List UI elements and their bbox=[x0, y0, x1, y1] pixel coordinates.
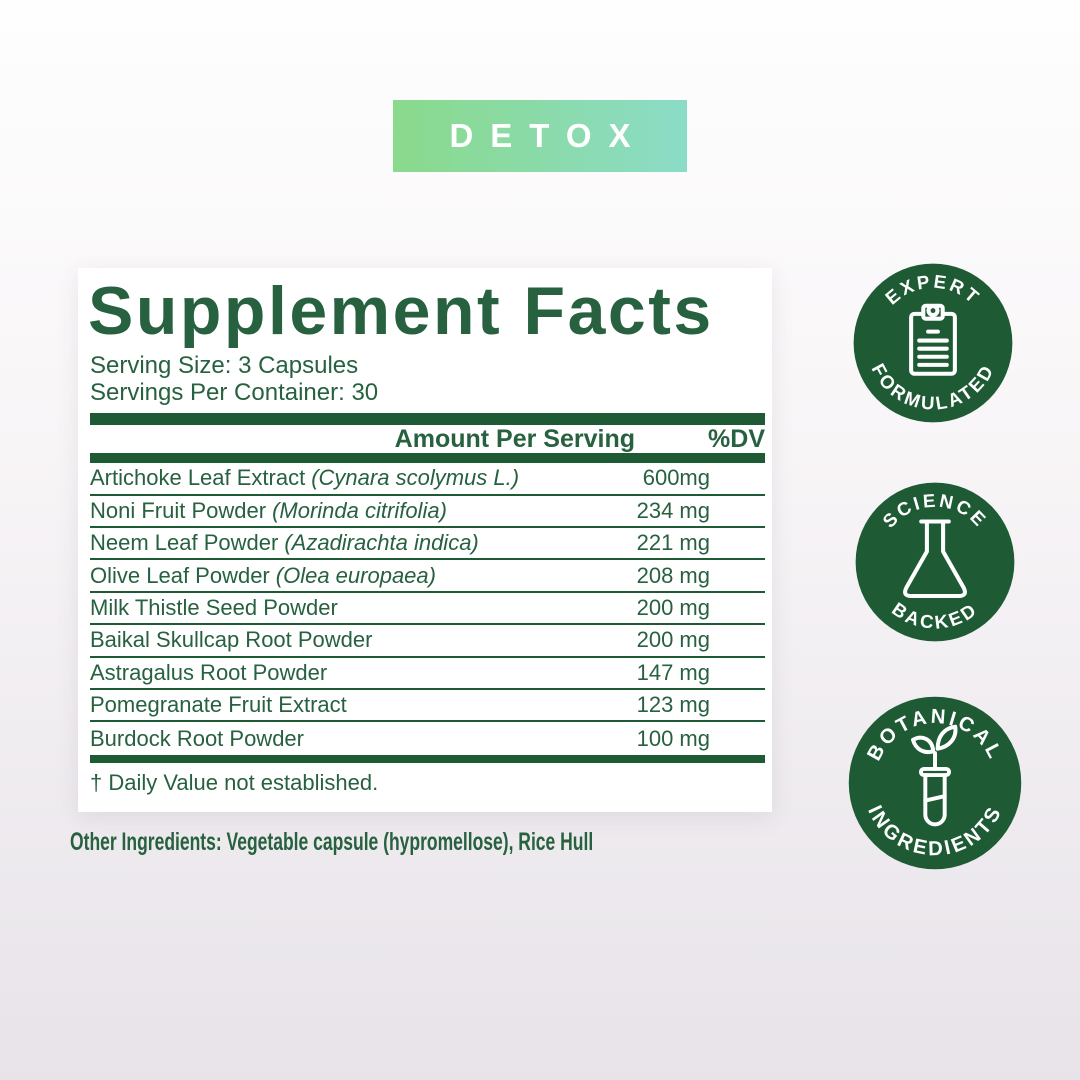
table-row: Astragalus Root Powder 147 mg bbox=[90, 658, 765, 691]
ingredient-name: Milk Thistle Seed Powder bbox=[90, 595, 338, 621]
ingredient-name: Baikal Skullcap Root Powder bbox=[90, 627, 373, 653]
latin-name: (Cynara scolymus L.) bbox=[311, 465, 520, 491]
badge-graphic: SCIENCE BACKED bbox=[855, 482, 1015, 642]
ingredient-amount: 221 mg bbox=[636, 530, 710, 556]
ingredient-amount: 200 mg bbox=[636, 595, 710, 621]
product-name: DETOX bbox=[449, 117, 648, 154]
table-row: Baikal Skullcap Root Powder 200 mg bbox=[90, 625, 765, 658]
ingredient-name: Burdock Root Powder bbox=[90, 725, 304, 751]
badge-expert-formulated: EXPERT FORMULATED bbox=[852, 262, 1014, 424]
table-row: Artichoke Leaf Extract (Cynara scolymus L… bbox=[90, 463, 765, 496]
badge-graphic: BOTANICAL INGREDIENTS bbox=[848, 696, 1022, 870]
serving-size: Serving Size: 3 Capsules bbox=[90, 351, 359, 379]
ingredient-amount: 123 mg bbox=[636, 692, 710, 718]
facts-table: Amount Per Serving %DV Artichoke Leaf Ex… bbox=[90, 413, 765, 796]
ingredient-amount: 200 mg bbox=[636, 627, 710, 653]
ingredient-amount: 234 mg bbox=[636, 497, 710, 523]
ingredient-amount: 100 mg bbox=[636, 725, 710, 751]
ingredient-name: Astragalus Root Powder bbox=[90, 659, 328, 685]
servings-per-container: Servings Per Container: 30 bbox=[90, 379, 379, 407]
ingredient-amount: 147 mg bbox=[636, 659, 710, 685]
badge-botanical-ingredients: BOTANICAL INGREDIENTS bbox=[847, 695, 1023, 871]
table-row: Pomegranate Fruit Extract 123 mg bbox=[90, 690, 765, 723]
table-row: Olive Leaf Powder (Olea europaea) 208 mg bbox=[90, 560, 765, 593]
ingredient-rows: Artichoke Leaf Extract (Cynara scolymus L… bbox=[90, 463, 765, 755]
supplement-facts-panel: Supplement Facts Serving Size: 3 Capsule… bbox=[78, 268, 772, 812]
column-header-dv: %DV bbox=[708, 424, 765, 453]
table-row: Neem Leaf Powder (Azadirachta indica) 221… bbox=[90, 528, 765, 561]
flask-icon bbox=[903, 519, 967, 599]
ingredient-amount: 208 mg bbox=[636, 562, 710, 588]
ingredient-amount: 600mg bbox=[642, 465, 710, 491]
test-tube-sprout-icon bbox=[911, 724, 958, 827]
latin-name: (Azadirachta indica) bbox=[284, 530, 479, 556]
product-name-badge: DETOX bbox=[393, 100, 687, 172]
ingredient-name: Neem Leaf Powder (Azadirachta indica) bbox=[90, 530, 479, 556]
latin-name: (Olea europaea) bbox=[275, 562, 436, 588]
divider-thick-bottom bbox=[90, 754, 765, 763]
divider-thick-header bbox=[90, 453, 765, 464]
badge-science-backed: SCIENCE BACKED bbox=[854, 481, 1016, 643]
table-header-row: Amount Per Serving %DV bbox=[90, 425, 765, 453]
table-row: Noni Fruit Powder (Morinda citrifolia) 23… bbox=[90, 496, 765, 529]
ingredient-name: Noni Fruit Powder (Morinda citrifolia) bbox=[90, 497, 447, 523]
column-header-amount: Amount Per Serving bbox=[394, 424, 635, 453]
divider-thick-top bbox=[90, 413, 765, 426]
latin-name: (Morinda citrifolia) bbox=[272, 497, 447, 523]
badge-graphic: EXPERT FORMULATED bbox=[853, 263, 1013, 423]
table-row: Burdock Root Powder 100 mg bbox=[90, 722, 765, 754]
ingredient-name: Olive Leaf Powder (Olea europaea) bbox=[90, 562, 436, 588]
ingredient-name: Pomegranate Fruit Extract bbox=[90, 692, 347, 718]
panel-title: Supplement Facts bbox=[88, 273, 714, 349]
table-row: Milk Thistle Seed Powder 200 mg bbox=[90, 593, 765, 626]
dv-footnote: † Daily Value not established. bbox=[90, 769, 379, 795]
other-ingredients: Other Ingredients: Vegetable capsule (hy… bbox=[70, 828, 594, 856]
ingredient-name: Artichoke Leaf Extract (Cynara scolymus L… bbox=[90, 465, 520, 491]
clipboard-icon bbox=[909, 303, 957, 376]
